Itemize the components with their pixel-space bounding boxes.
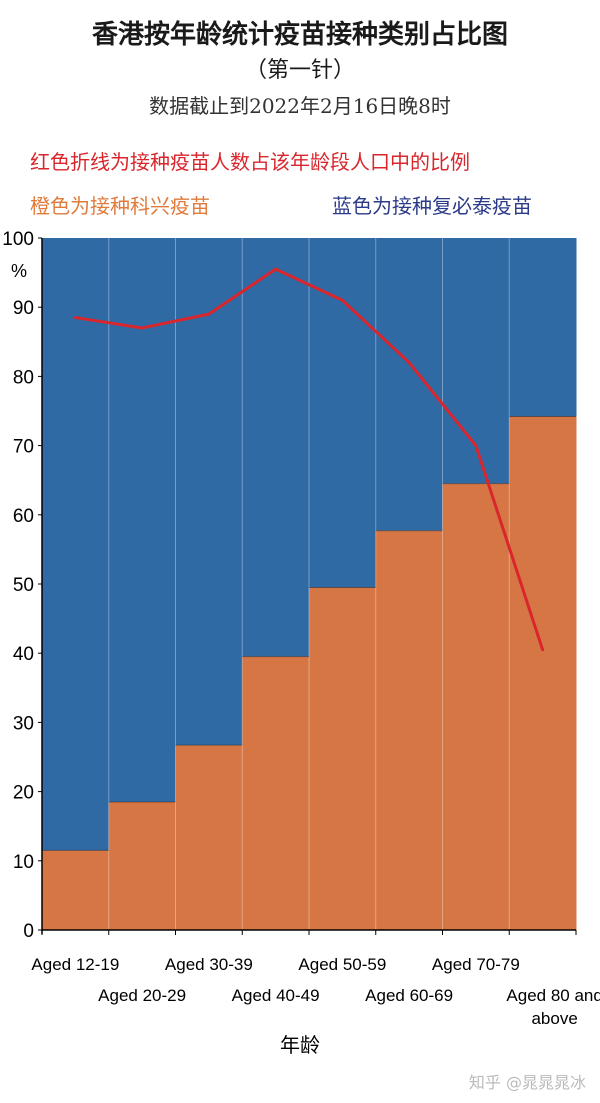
y-tick-label-20: 20 (13, 783, 34, 804)
legend-orange-description: 橙色为接种科兴疫苗 (30, 194, 210, 218)
y-tick-label-30: 30 (13, 713, 34, 734)
chart-subtitle: （第一针） (244, 58, 355, 83)
x-axis-title: 年龄 (280, 1033, 320, 1057)
x-category-label-7: Aged 70-79 (432, 955, 520, 974)
legend-line-description: 红色折线为接种疫苗人数占该年龄段人口中的比例 (30, 150, 470, 174)
y-tick-label-90: 90 (13, 298, 34, 319)
bar-blue-5 (309, 238, 377, 588)
y-tick-label-100: 100 (2, 229, 34, 250)
x-category-label-4: Aged 40-49 (232, 986, 320, 1005)
bar-blue-3 (175, 238, 243, 746)
bar-orange-8 (509, 416, 577, 930)
bar-blue-6 (375, 238, 443, 531)
coverage-point-4 (274, 267, 278, 271)
bar-blue-7 (442, 238, 510, 484)
coverage-point-7 (474, 444, 478, 448)
bar-blue-4 (242, 238, 310, 657)
y-tick-label-70: 70 (13, 437, 34, 458)
coverage-point-3 (207, 312, 211, 316)
x-category-label-2: Aged 20-29 (98, 986, 186, 1005)
y-tick-label-60: 60 (13, 506, 34, 527)
legend-blue-description: 蓝色为接种复必泰疫苗 (332, 194, 532, 218)
coverage-line (75, 267, 545, 651)
y-tick-label-50: 50 (13, 575, 34, 596)
coverage-point-2 (140, 326, 144, 330)
bar-orange-4 (242, 656, 310, 930)
bar-blue-2 (108, 238, 176, 802)
y-tick-label-0: 0 (23, 921, 34, 942)
y-tick-label-80: 80 (13, 367, 34, 388)
y-tick-label-10: 10 (13, 852, 34, 873)
bar-orange-3 (175, 745, 243, 930)
y-axis-unit: % (11, 261, 27, 281)
x-category-label-1: Aged 12-19 (31, 955, 119, 974)
bar-blue-1 (42, 238, 110, 851)
coverage-point-1 (73, 316, 77, 320)
x-category-label-3: Aged 30-39 (165, 955, 253, 974)
bar-orange-6 (375, 530, 443, 930)
y-tick-label-40: 40 (13, 644, 34, 665)
data-cutoff-note: 数据截止到2022年2月16日晚8时 (149, 94, 451, 118)
watermark: 知乎 @晁晁晁冰 (468, 1073, 586, 1092)
coverage-point-6 (407, 361, 411, 365)
coverage-point-8 (541, 648, 545, 652)
bar-orange-7 (442, 483, 510, 930)
x-category-label-6: Aged 60-69 (365, 986, 453, 1005)
chart-title: 香港按年龄统计疫苗接种类别占比图 (91, 20, 508, 50)
x-category-label-5: Aged 50-59 (298, 955, 386, 974)
bar-blue-8 (509, 238, 577, 417)
bar-orange-5 (309, 587, 377, 930)
coverage-point-5 (340, 298, 344, 302)
bar-orange-1 (42, 850, 110, 930)
x-category-label-8: Aged 80 and above (506, 986, 600, 1028)
bar-orange-2 (108, 801, 176, 930)
